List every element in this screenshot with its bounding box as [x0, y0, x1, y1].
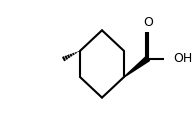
Text: OH: OH [173, 52, 192, 65]
Polygon shape [123, 56, 149, 77]
Text: O: O [143, 16, 153, 29]
